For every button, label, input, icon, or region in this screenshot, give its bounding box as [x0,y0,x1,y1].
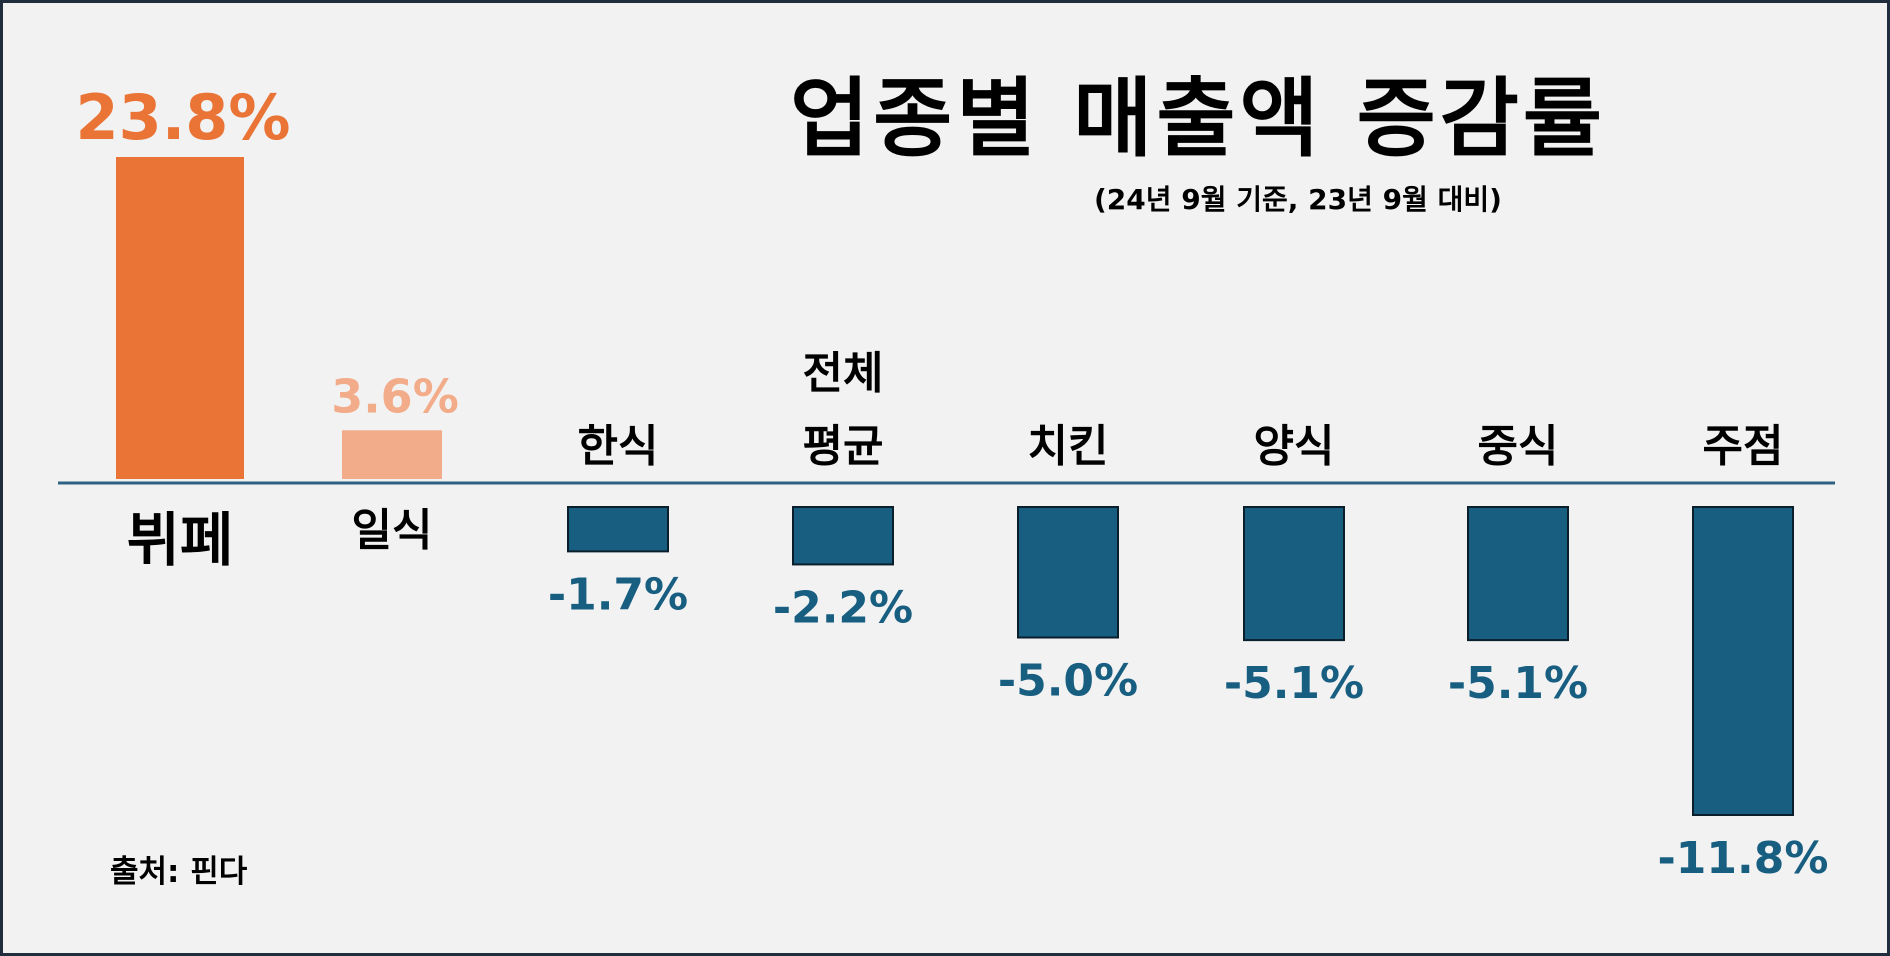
chart-subtitle: (24년 9월 기준, 23년 9월 대비) [1094,183,1502,216]
value-label-7: -11.8% [1658,833,1829,884]
value-label-5: -5.1% [1224,658,1364,709]
value-label-1: 3.6% [331,369,459,423]
value-label-6: -5.1% [1448,658,1588,709]
chart-title: 업종별 매출액 증감률 [790,69,1606,169]
value-label-4: -5.0% [998,656,1138,707]
source-note: 출처: 핀다 [110,854,248,890]
bar-3 [792,506,894,566]
category-label-5: 양식 [1254,421,1335,472]
bar-6 [1467,506,1569,642]
bar-5 [1243,506,1345,642]
category-label-2: 한식 [578,421,659,472]
bar-4 [1017,506,1119,639]
bar-2 [567,506,669,553]
category-label-1: 일식 [352,505,433,556]
category-label-7: 주점 [1703,421,1784,472]
category-label-0: 뷔페 [127,506,234,574]
category-label-4: 치킨 [1028,421,1109,472]
bar-7 [1692,506,1794,816]
bar-1 [342,430,442,479]
category-label-6: 중식 [1478,421,1559,472]
category-label-3: 전체 평균 [803,348,884,472]
value-label-2: -1.7% [548,569,688,620]
value-label-0: 23.8% [75,81,290,154]
bar-0 [116,157,244,479]
value-label-3: -2.2% [773,582,913,633]
